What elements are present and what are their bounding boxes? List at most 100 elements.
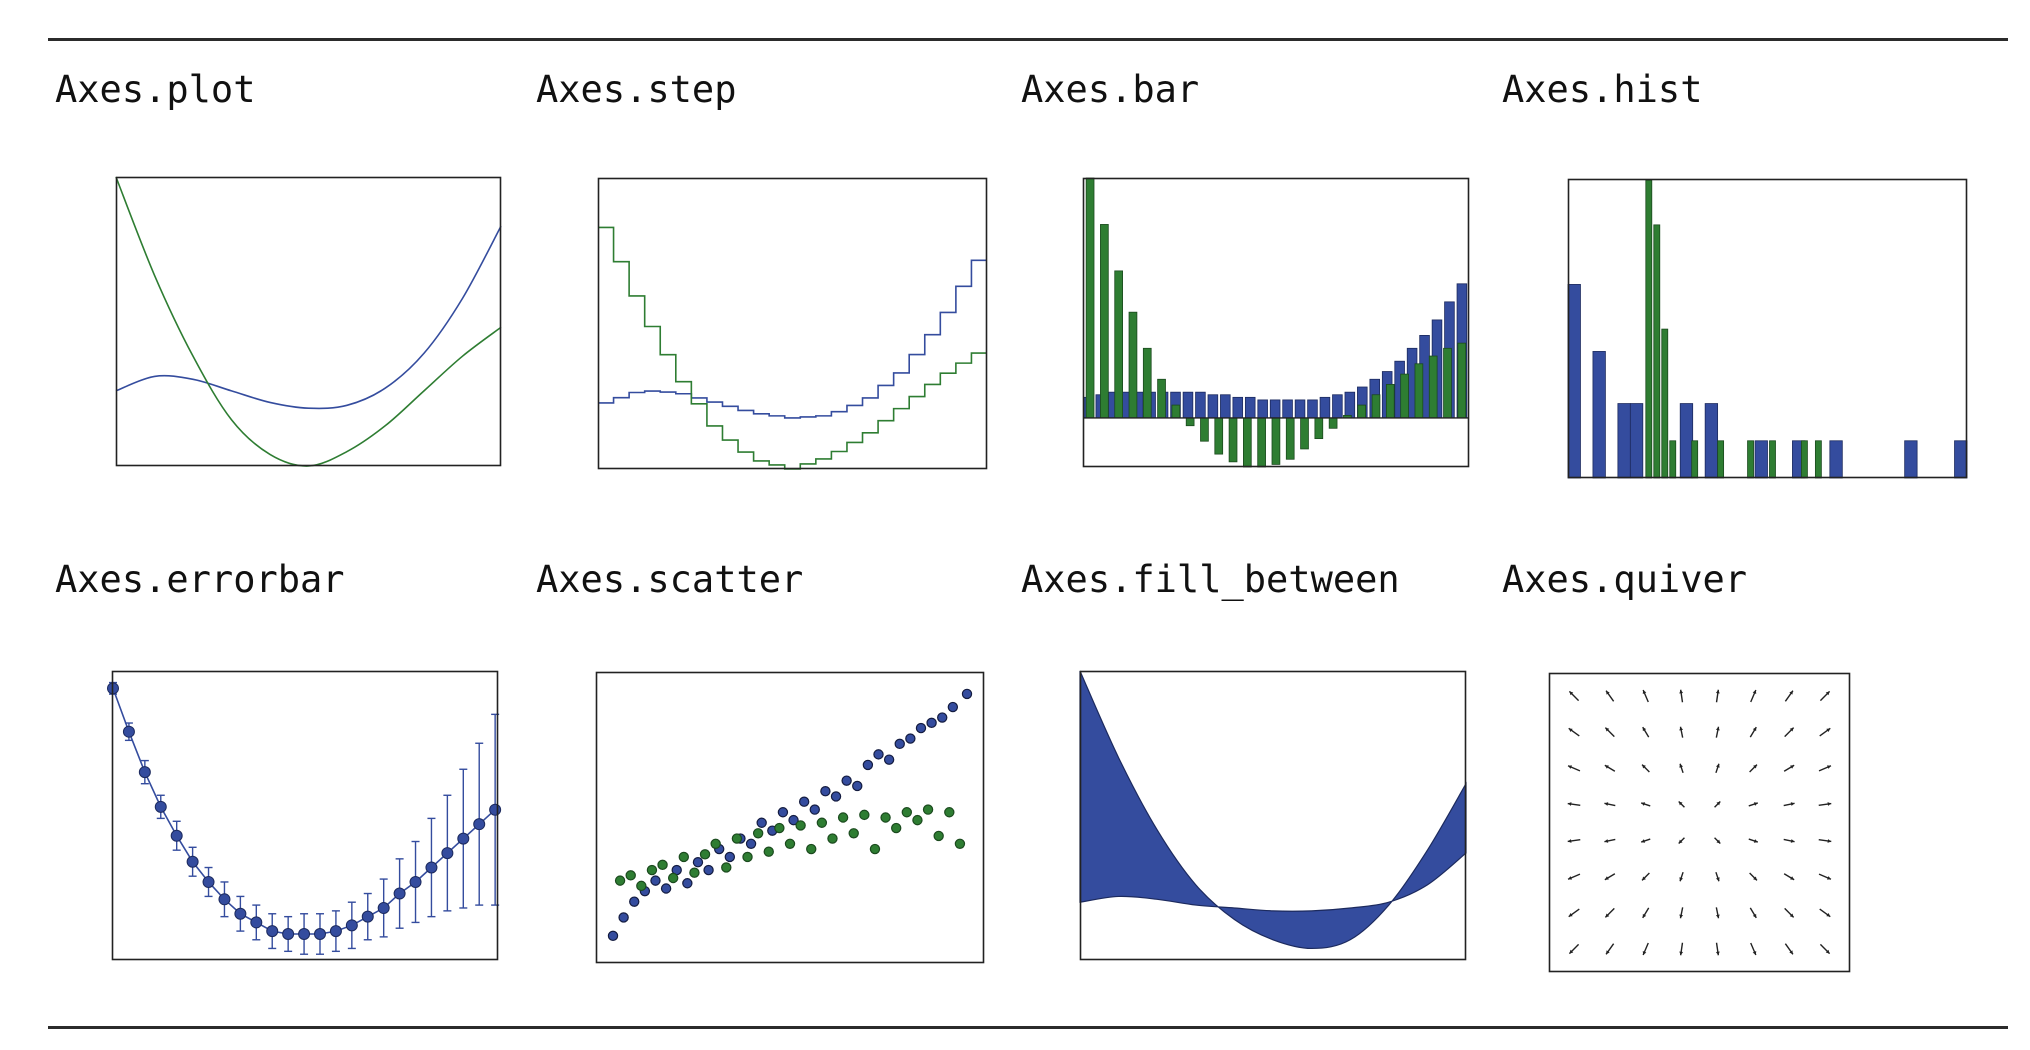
- scatter-point: [618, 912, 629, 923]
- data-point: [441, 847, 454, 860]
- data-point: [282, 927, 295, 940]
- axes-frame: [595, 671, 985, 964]
- scatter-point: [742, 851, 753, 863]
- bar: [1128, 311, 1138, 419]
- scatter-point: [784, 838, 796, 849]
- quiver-arrowhead: [1568, 728, 1573, 732]
- bar: [1100, 224, 1109, 419]
- scatter-point: [682, 878, 693, 889]
- scatter-point: [798, 796, 810, 807]
- scatter-point: [947, 701, 959, 713]
- hist-bar: [1669, 440, 1677, 479]
- quiver-arrowhead: [1827, 839, 1832, 843]
- scatter-point: [809, 804, 820, 815]
- hist-bar: [1747, 440, 1754, 479]
- scatter-point: [703, 864, 714, 876]
- data-point: [329, 925, 342, 938]
- quiver-arrowhead: [1790, 839, 1795, 843]
- errorbar-chart: [107, 670, 502, 961]
- scatter-point: [901, 807, 913, 818]
- hist-bar: [1754, 440, 1768, 479]
- data-point: [298, 927, 311, 940]
- scatter-point: [636, 880, 647, 892]
- scatter-point: [667, 872, 679, 884]
- step-line: [598, 259, 987, 419]
- scatter-point: [646, 864, 658, 876]
- scatter-point: [724, 851, 736, 863]
- quiver-arrowhead: [1715, 689, 1720, 694]
- scatter-point: [756, 817, 767, 828]
- data-point: [409, 875, 422, 888]
- axes-frame: [1567, 178, 1968, 479]
- series-line: [115, 225, 502, 410]
- quiver-arrowhead: [1606, 950, 1610, 955]
- quiver-arrowhead: [1790, 765, 1795, 769]
- scatter-point: [841, 775, 852, 786]
- hist-bar: [1661, 328, 1669, 479]
- bar: [1207, 394, 1219, 419]
- scatter-point: [883, 754, 895, 765]
- scatter-point: [795, 820, 806, 831]
- data-point: [473, 818, 486, 831]
- quiver-arrowhead: [1642, 876, 1646, 881]
- scatter-point: [614, 875, 626, 886]
- quiver-arrowhead: [1790, 876, 1795, 880]
- hist-bar: [1954, 440, 1968, 479]
- scatter-point: [862, 759, 874, 771]
- axes-frame: [1548, 672, 1851, 973]
- data-point: [425, 861, 438, 874]
- bar: [1185, 417, 1195, 427]
- hist-bar: [1653, 224, 1661, 479]
- scatter-point: [830, 791, 842, 802]
- scatter-point: [933, 830, 944, 842]
- bar: [1400, 373, 1409, 419]
- plot-chart: [115, 176, 502, 467]
- bar: [1200, 417, 1209, 442]
- scatter-point: [937, 712, 948, 723]
- scatter-point: [859, 809, 870, 821]
- quiver-arrowhead: [1753, 839, 1758, 843]
- scatter-point: [912, 814, 923, 826]
- hist-chart: [1567, 178, 1968, 479]
- bar-chart: [1082, 177, 1470, 468]
- scatter-point: [954, 838, 966, 849]
- series-line: [115, 176, 502, 467]
- bar: [1244, 396, 1256, 419]
- scatter-point: [894, 738, 905, 750]
- data-point: [122, 725, 135, 738]
- data-point: [250, 916, 263, 929]
- quiver-arrowhead: [1753, 802, 1758, 806]
- quiver-arrowhead: [1678, 839, 1683, 844]
- data-point: [202, 875, 215, 888]
- quiver-arrowhead: [1642, 727, 1647, 732]
- hist-bar: [1704, 403, 1719, 479]
- step-chart: [597, 177, 988, 470]
- quiver-arrowhead: [1642, 764, 1646, 769]
- data-point: [218, 893, 231, 906]
- bar: [1269, 399, 1281, 419]
- scatter-chart: [595, 671, 985, 964]
- quiver-arrowhead: [1679, 914, 1684, 919]
- data-point: [361, 910, 374, 923]
- bar: [1214, 417, 1224, 455]
- quiver-arrowhead: [1826, 876, 1831, 880]
- bar: [1328, 417, 1338, 429]
- panel-title: Axes.bar: [1021, 68, 1200, 111]
- axes-frame: [1079, 670, 1467, 961]
- quiver-arrowhead: [1678, 801, 1683, 806]
- scatter-point: [607, 930, 619, 942]
- scatter-point: [660, 883, 672, 894]
- scatter-point: [905, 733, 916, 744]
- scatter-point: [678, 851, 690, 863]
- scatter-point: [763, 846, 774, 857]
- bar: [1443, 347, 1452, 419]
- hist-bar: [1769, 440, 1776, 479]
- data-point: [457, 832, 470, 845]
- bar: [1314, 417, 1324, 440]
- quiver-arrowhead: [1753, 876, 1757, 881]
- quiver-arrowhead: [1716, 801, 1721, 806]
- quiver-arrowhead: [1752, 690, 1757, 695]
- quiver-arrowhead: [1789, 913, 1794, 918]
- scatter-point: [721, 862, 732, 873]
- scatter-point: [752, 828, 764, 839]
